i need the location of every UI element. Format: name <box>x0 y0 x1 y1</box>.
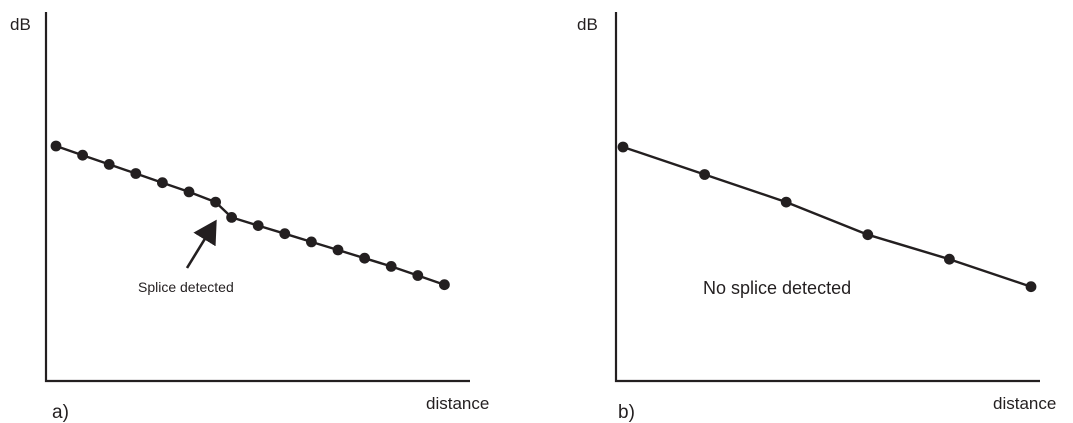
panel-a-point-1 <box>50 140 62 152</box>
panel-b-point-2 <box>699 169 710 180</box>
panel-a-point-15 <box>412 270 424 281</box>
panel-a-trace-line <box>55 144 445 286</box>
panel-b: dB distance b) No splice detected <box>577 12 1056 423</box>
panel-a-point-8 <box>226 212 238 223</box>
panel-b-axes <box>614 12 1040 383</box>
panel-a-annotation-arrow <box>185 219 217 269</box>
panel-b-point-1 <box>617 141 629 153</box>
panel-a: dB distance a) Splice detected <box>10 12 489 423</box>
panel-b-annotation: No splice detected <box>703 278 851 298</box>
panel-b-xlabel: distance <box>993 394 1056 413</box>
panel-a-point-2 <box>77 149 88 161</box>
panel-a-point-9 <box>252 220 264 232</box>
panel-b-point-5 <box>944 253 955 265</box>
panel-b-trace-line <box>622 145 1032 288</box>
panel-a-point-3 <box>103 159 115 170</box>
panel-b-point-6 <box>1025 281 1037 293</box>
panel-a-points <box>50 140 450 291</box>
panel-a-label: a) <box>52 402 69 423</box>
panel-a-ylabel: dB <box>10 15 31 34</box>
panel-a-annotation: Splice detected <box>138 279 234 295</box>
panel-b-point-4 <box>862 229 874 241</box>
panel-a-point-10 <box>279 228 291 240</box>
panel-b-point-3 <box>780 196 792 208</box>
panel-a-point-14 <box>385 261 397 272</box>
panel-a-point-6 <box>183 186 195 198</box>
panel-b-label: b) <box>618 402 635 423</box>
panel-a-point-12 <box>332 244 344 256</box>
panel-a-xlabel: distance <box>426 394 489 413</box>
panel-a-point-7 <box>210 196 222 208</box>
panel-a-point-4 <box>130 168 142 179</box>
panel-a-axes <box>44 12 470 383</box>
panel-a-point-11 <box>306 236 317 248</box>
panel-a-point-13 <box>359 252 370 264</box>
panel-a-point-5 <box>157 177 168 189</box>
panel-b-points <box>617 141 1037 293</box>
panel-a-point-16 <box>439 279 450 291</box>
panel-b-ylabel: dB <box>577 15 598 34</box>
